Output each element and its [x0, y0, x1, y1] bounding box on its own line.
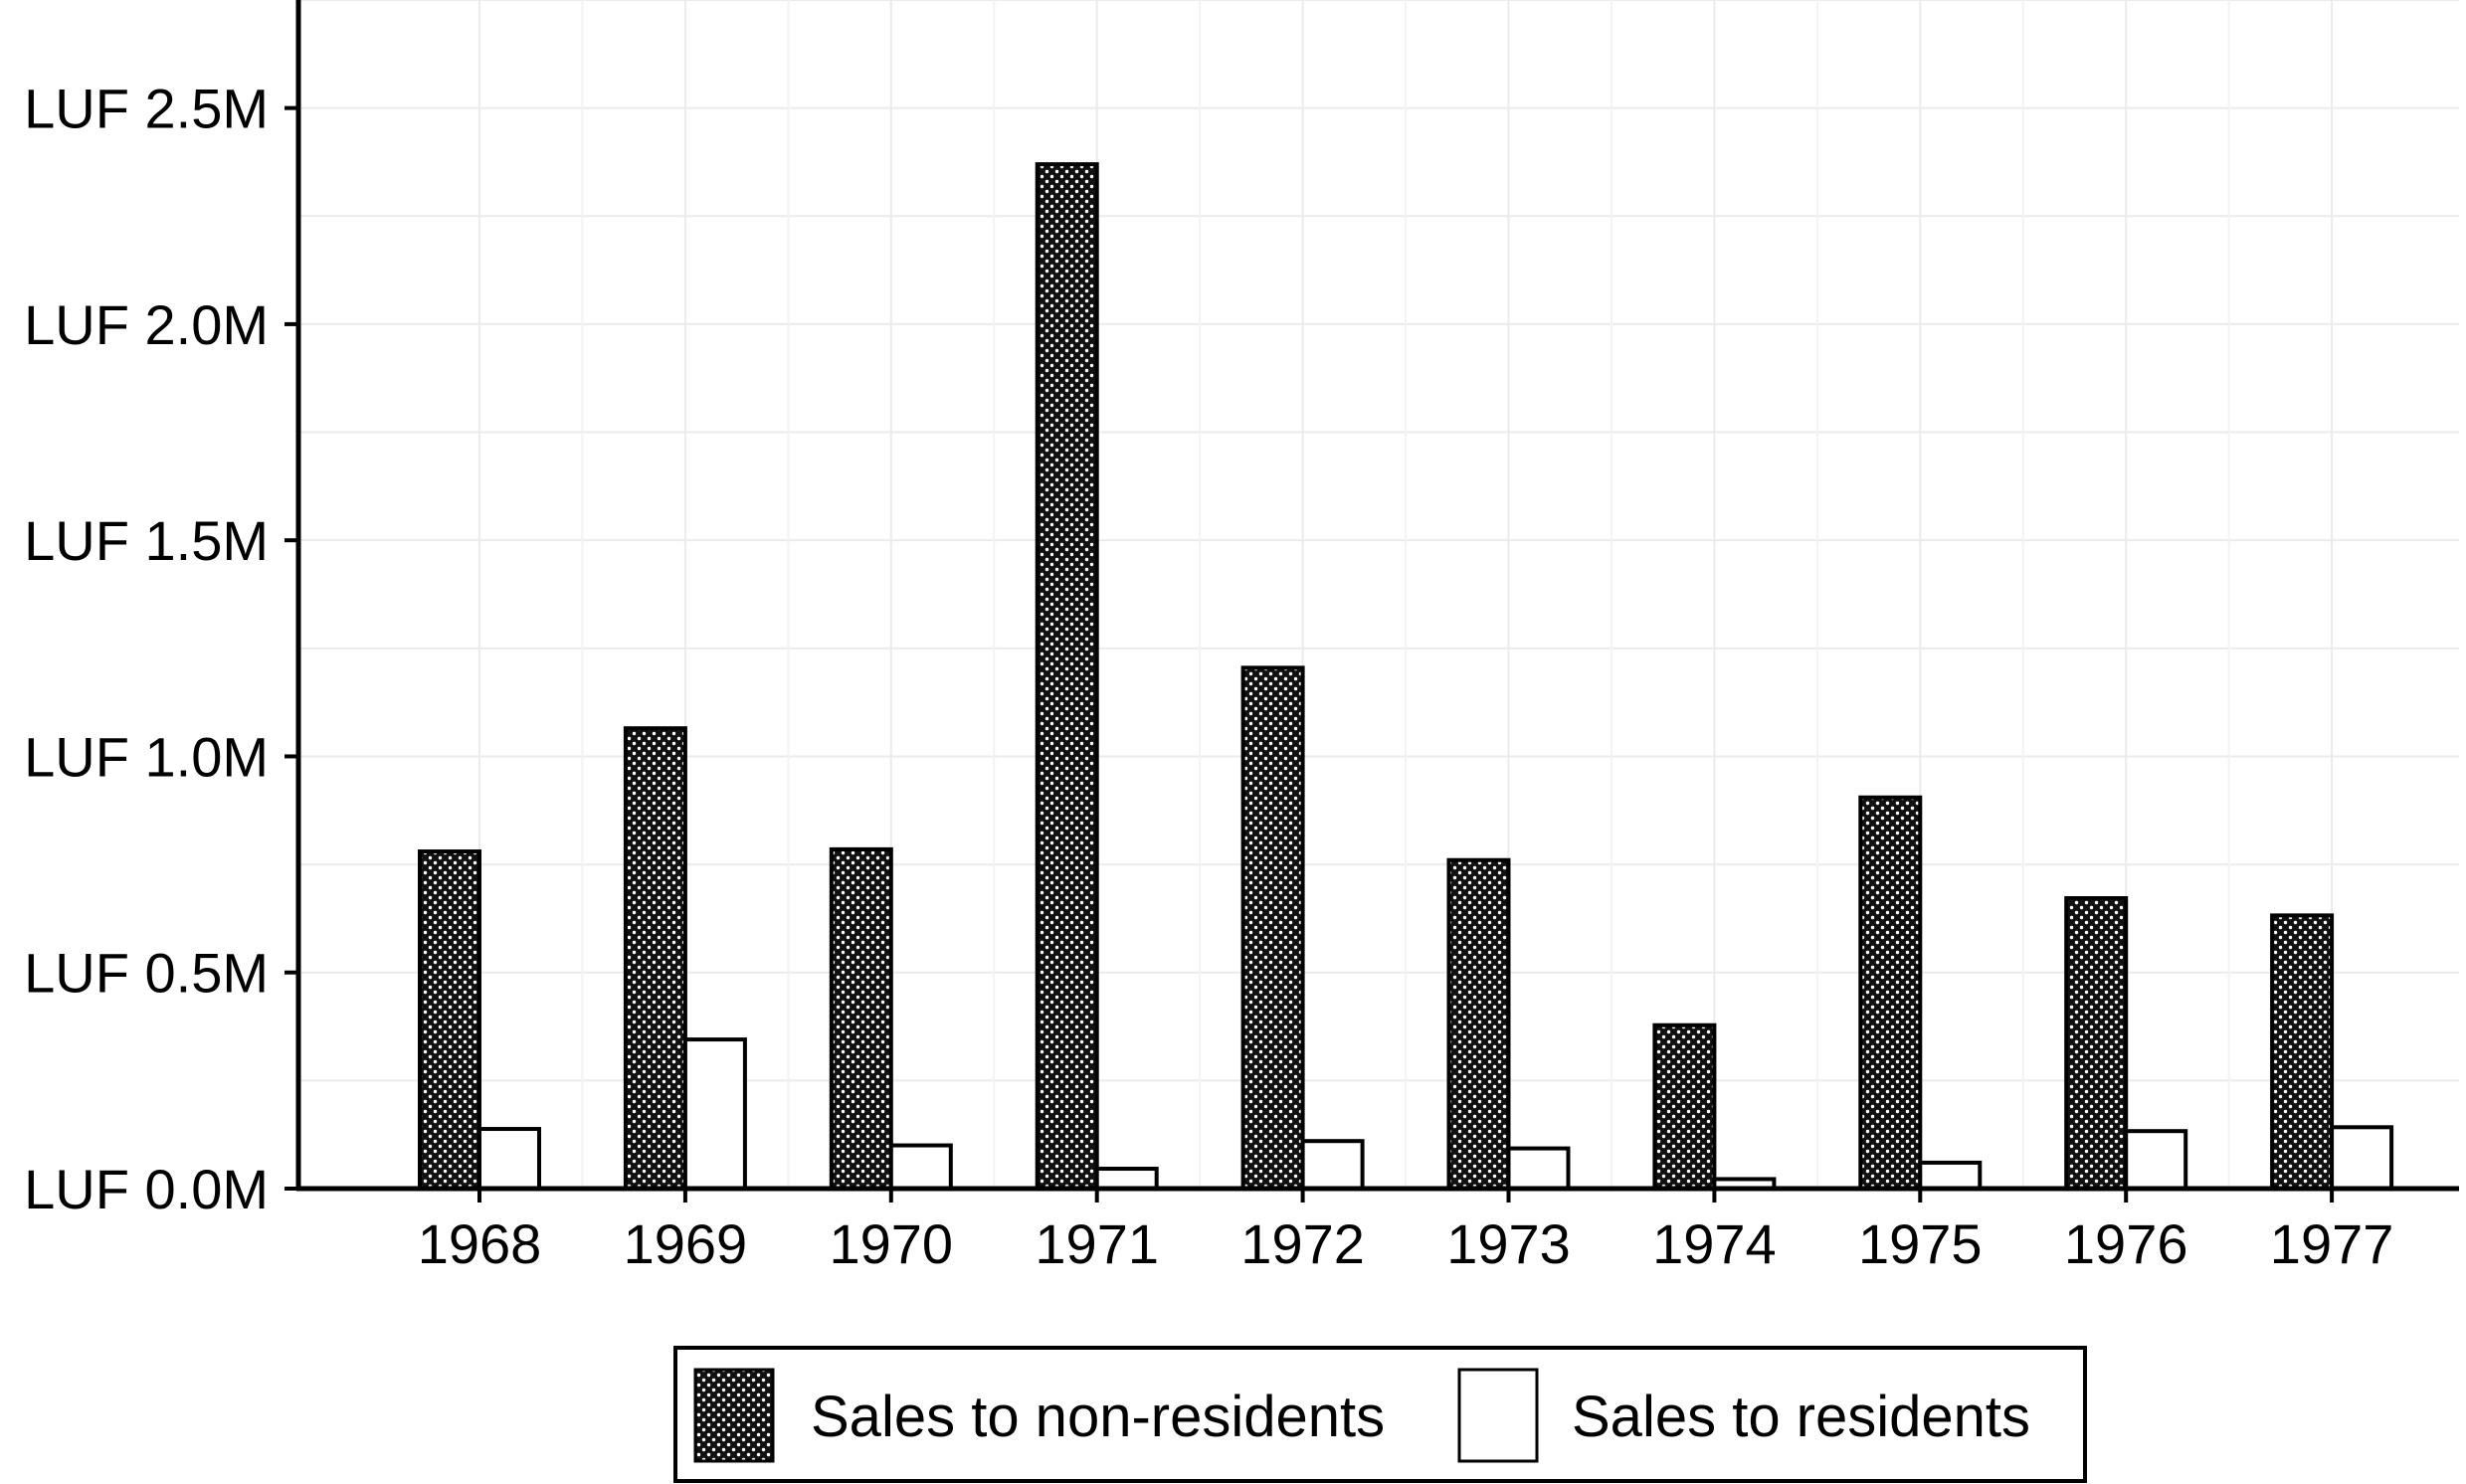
bar-residents — [477, 1127, 541, 1191]
y-tick-label: LUF 2.5M — [24, 78, 269, 140]
legend-label-non-residents: Sales to non-residents — [811, 1385, 1385, 1449]
bar-residents — [1918, 1160, 1983, 1191]
legend: Sales to non-residents Sales to residents — [673, 1346, 2087, 1483]
bar-residents — [2330, 1125, 2394, 1192]
bar-non-residents — [1858, 795, 1923, 1192]
bar-non-residents — [2064, 895, 2129, 1192]
bar-non-residents — [623, 726, 687, 1192]
x-tick-label: 1975 — [1858, 1212, 1983, 1275]
legend-key-residents — [1457, 1368, 1539, 1463]
y-tick-label: LUF 1.5M — [24, 509, 269, 572]
x-tick-label: 1972 — [1240, 1212, 1365, 1275]
bar-non-residents — [829, 846, 893, 1192]
bar-residents — [682, 1037, 747, 1191]
y-tick-label: LUF 1.0M — [24, 725, 269, 788]
y-axis-ticks: LUF 0.0M LUF 0.5M LUF 1.0M LUF 1.5M LUF 2.0M… — [24, 78, 298, 1220]
bar-residents — [1094, 1167, 1159, 1191]
bar-residents — [2124, 1129, 2188, 1191]
y-tick-label: LUF 0.5M — [24, 942, 269, 1005]
x-tick-label: 1973 — [1446, 1212, 1571, 1275]
x-tick-label: 1970 — [830, 1212, 954, 1275]
bar-non-residents — [2270, 913, 2335, 1191]
bar-non-residents — [1240, 665, 1305, 1191]
bar-non-residents — [1446, 857, 1511, 1192]
x-tick-label: 1971 — [1035, 1212, 1159, 1275]
legend-key-non-residents — [693, 1368, 775, 1463]
bar-residents — [888, 1143, 953, 1191]
x-axis-ticks: 1968 1969 1970 1971 1972 1973 1974 1975 1976 1977 — [418, 1189, 2394, 1275]
bar-non-residents — [1652, 1022, 1717, 1191]
bar-non-residents — [1035, 162, 1099, 1191]
x-tick-label: 1974 — [1652, 1212, 1777, 1275]
bar-residents — [1300, 1139, 1365, 1191]
legend-box — [673, 1346, 2087, 1483]
axes — [295, 0, 2459, 1192]
x-tick-label: 1976 — [2064, 1212, 2188, 1275]
y-tick-label: LUF 2.0M — [24, 293, 269, 356]
x-tick-label: 1968 — [418, 1212, 542, 1275]
bar-non-residents — [418, 849, 481, 1192]
y-tick-label: LUF 0.0M — [24, 1158, 269, 1220]
bar-residents — [1506, 1146, 1571, 1192]
grid-lines — [298, 0, 2459, 1190]
x-tick-label: 1969 — [624, 1212, 748, 1275]
legend-label-residents: Sales to residents — [1572, 1385, 2030, 1449]
x-tick-label: 1977 — [2270, 1212, 2394, 1275]
bars — [418, 162, 2394, 1192]
